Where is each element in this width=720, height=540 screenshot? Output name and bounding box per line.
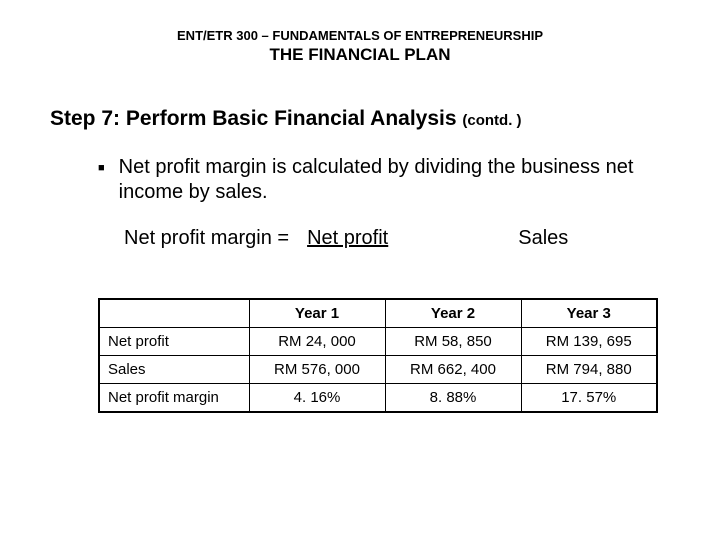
formula-numerator: Net profit <box>307 227 388 250</box>
formula-lhs: Net profit margin = <box>124 227 289 250</box>
course-code: ENT/ETR 300 – FUNDAMENTALS OF ENTREPRENE… <box>50 28 670 43</box>
page-title: THE FINANCIAL PLAN <box>50 45 670 65</box>
cell: 17. 57% <box>521 384 657 413</box>
cell: RM 139, 695 <box>521 328 657 356</box>
table-header-row: Year 1 Year 2 Year 3 <box>99 299 657 328</box>
row-label: Net profit <box>99 328 249 356</box>
cell: 8. 88% <box>385 384 521 413</box>
cell: RM 24, 000 <box>249 328 385 356</box>
bullet-block: ■ Net profit margin is calculated by div… <box>50 155 670 205</box>
table-row: Sales RM 576, 000 RM 662, 400 RM 794, 88… <box>99 356 657 384</box>
row-label: Sales <box>99 356 249 384</box>
table-header-year2: Year 2 <box>385 299 521 328</box>
financial-table: Year 1 Year 2 Year 3 Net profit RM 24, 0… <box>98 298 658 413</box>
formula-denominator: Sales <box>518 227 568 250</box>
table-row: Net profit margin 4. 16% 8. 88% 17. 57% <box>99 384 657 413</box>
bullet-text: Net profit margin is calculated by divid… <box>119 155 670 205</box>
formula: Net profit margin = Net profit Sales <box>50 227 670 250</box>
table-header-year1: Year 1 <box>249 299 385 328</box>
cell: RM 576, 000 <box>249 356 385 384</box>
bullet-item: ■ Net profit margin is calculated by div… <box>98 155 670 205</box>
step-heading-text: Step 7: Perform Basic Financial Analysis <box>50 107 462 130</box>
step-heading: Step 7: Perform Basic Financial Analysis… <box>50 107 670 131</box>
table-header-year3: Year 3 <box>521 299 657 328</box>
financial-table-wrap: Year 1 Year 2 Year 3 Net profit RM 24, 0… <box>50 298 670 413</box>
step-contd: (contd. ) <box>462 112 521 129</box>
cell: 4. 16% <box>249 384 385 413</box>
cell: RM 662, 400 <box>385 356 521 384</box>
table-row: Net profit RM 24, 000 RM 58, 850 RM 139,… <box>99 328 657 356</box>
square-bullet-icon: ■ <box>98 162 105 174</box>
row-label: Net profit margin <box>99 384 249 413</box>
table-header-blank <box>99 299 249 328</box>
cell: RM 58, 850 <box>385 328 521 356</box>
cell: RM 794, 880 <box>521 356 657 384</box>
